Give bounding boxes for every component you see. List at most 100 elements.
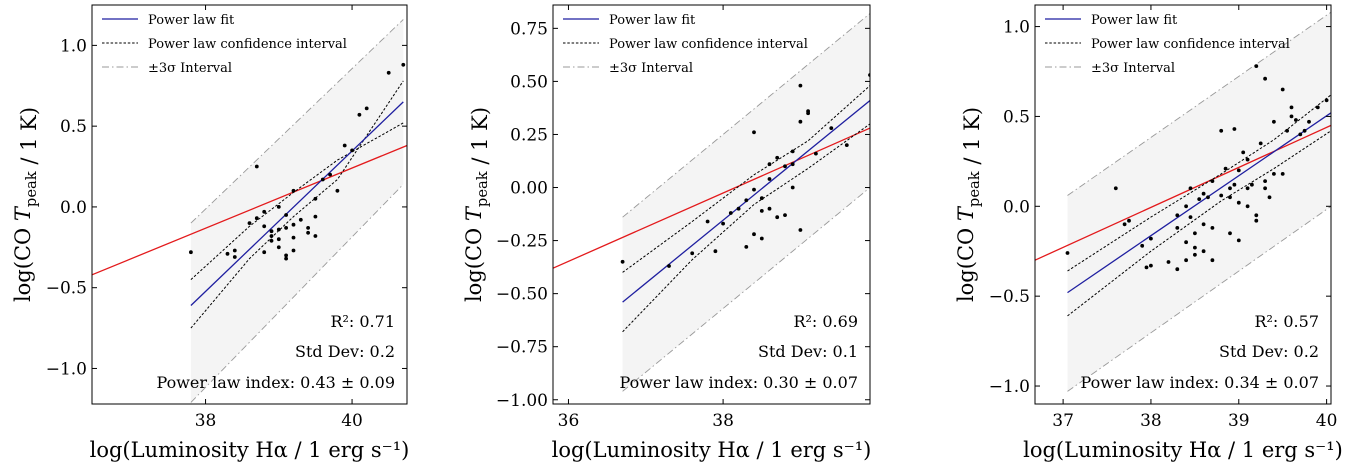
data-point: [829, 126, 834, 130]
y-tick-label: −0.75: [496, 338, 548, 358]
ci-lower-line: [622, 123, 870, 333]
data-point: [291, 248, 296, 253]
fit-line: [190, 101, 404, 306]
data-point: [744, 198, 749, 203]
data-point: [1228, 195, 1232, 200]
x-tick-label: 38: [1140, 411, 1162, 431]
data-point: [313, 234, 318, 238]
data-point: [1149, 236, 1153, 241]
y-tick-label: 1.0: [60, 36, 87, 56]
data-point: [1258, 141, 1263, 146]
plot-frame: [1034, 4, 1332, 405]
data-point: [790, 185, 795, 190]
data-point: [1223, 166, 1228, 171]
data-point: [759, 196, 764, 201]
data-point: [1188, 186, 1193, 191]
annotation-index: Power law index: 0.34 ± 0.07: [1080, 373, 1319, 392]
y-tick-label: 0.5: [60, 117, 87, 137]
sigma-lower-line: [622, 187, 870, 392]
sigma-band-fill: [190, 19, 404, 403]
data-point: [736, 206, 741, 211]
ci-lower-line: [1067, 130, 1331, 317]
data-point: [1144, 265, 1149, 270]
data-point: [225, 251, 230, 256]
data-point: [1315, 105, 1320, 110]
data-point: [350, 148, 354, 153]
data-point: [721, 221, 725, 226]
data-point: [1175, 267, 1180, 272]
sigma-upper-line: [622, 13, 870, 218]
chart-panel-2: 36 38 −1.00 −0.75 −0.50 −0.25 0.00 0.25 0.50 0.75…: [462, 4, 872, 462]
data-point: [1166, 260, 1171, 264]
x-axis-label: log(Luminosity Hα / 1 erg s⁻¹): [552, 438, 872, 462]
data-point: [1324, 98, 1329, 103]
data-point: [313, 214, 318, 219]
y-tick-label: 1.0: [1003, 18, 1030, 38]
annotation-r2: R²: 0.71: [330, 312, 395, 331]
data-point: [798, 119, 803, 124]
data-point: [667, 264, 671, 268]
plot-area: [1035, 11, 1331, 392]
data-point: [767, 206, 772, 211]
data-point: [247, 221, 252, 226]
data-point: [798, 83, 803, 88]
legend-sigma-label: ±3σ Interval: [609, 61, 693, 76]
data-point: [1206, 195, 1210, 200]
data-point: [254, 164, 259, 169]
data-point: [705, 219, 710, 224]
data-point: [1236, 168, 1241, 173]
annotation-std: Std Dev: 0.2: [1219, 342, 1319, 361]
legend-fit-label: Power law fit: [148, 13, 235, 28]
data-point: [620, 259, 625, 264]
chart-panel-3: 37 38 39 40 −1.0 −0.5 0.0 0.5 1.0 log(Luminosity …: [954, 4, 1343, 462]
y-tick-label: 0.5: [1003, 107, 1030, 127]
data-point: [752, 232, 756, 237]
data-point: [276, 205, 281, 209]
annotation-index: Power law index: 0.43 ± 0.09: [156, 373, 395, 392]
data-point: [401, 62, 406, 67]
ci-lower-line: [190, 80, 404, 329]
data-point: [320, 177, 325, 182]
data-point: [1210, 258, 1215, 263]
data-point: [1149, 263, 1153, 268]
legend-ci-label: Power law confidence interval: [609, 37, 808, 52]
data-point: [335, 188, 340, 193]
data-point: [1184, 204, 1188, 209]
data-point: [1272, 119, 1276, 124]
data-point: [744, 245, 749, 249]
x-axis-label: log(Luminosity Hα / 1 erg s⁻¹): [1023, 438, 1343, 462]
annotation-r2: R²: 0.57: [1254, 312, 1319, 331]
data-point: [1201, 249, 1206, 254]
data-point: [1272, 172, 1276, 176]
data-point: [1245, 186, 1250, 191]
y-tick-label: 0.25: [510, 125, 548, 145]
data-point: [1065, 251, 1070, 255]
data-point: [1245, 157, 1250, 162]
legend-sigma-label: ±3σ Interval: [148, 61, 232, 76]
data-point: [1307, 119, 1311, 124]
data-point: [262, 224, 267, 229]
data-point: [357, 112, 362, 117]
data-point: [269, 238, 274, 243]
y-tick-label: −0.5: [46, 279, 87, 299]
annotation-std: Std Dev: 0.2: [295, 342, 395, 361]
sigma-band-fill: [1067, 12, 1331, 392]
data-point: [728, 211, 733, 215]
red-line: [1035, 124, 1331, 261]
plot-frame: [91, 4, 408, 405]
plot-area: [553, 13, 870, 392]
x-tick-label: 40: [1316, 411, 1338, 431]
data-point: [342, 143, 347, 148]
data-point: [775, 215, 780, 220]
data-point: [1263, 179, 1267, 184]
data-point: [775, 155, 780, 160]
legend: Power law fit Power law confidence interv…: [102, 13, 347, 76]
y-tick-label: −0.5: [989, 287, 1030, 307]
data-point: [790, 149, 795, 154]
y-tick-label: −0.25: [496, 232, 548, 252]
red-line: [553, 127, 870, 269]
data-point: [806, 109, 810, 113]
data-point: [1175, 213, 1180, 218]
data-point: [1263, 186, 1267, 191]
data-point: [1241, 150, 1246, 155]
